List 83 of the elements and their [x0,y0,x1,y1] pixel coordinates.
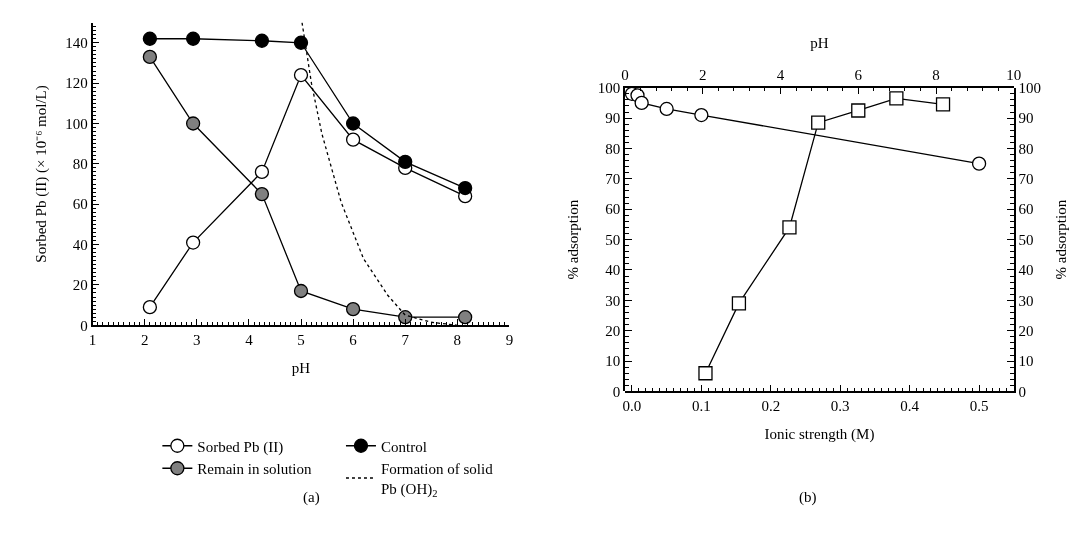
y2-tick-label: 0 [1018,383,1027,400]
y-tick-label: 50 [605,231,621,248]
x-tick-label: 1 [88,332,97,349]
y2-tick-label: 90 [1018,110,1034,127]
y2-tick-label: 70 [1018,171,1034,188]
text: (a) [303,489,320,506]
y2-tick-label: 80 [1018,140,1034,157]
point [254,164,270,180]
y-tick-label: 10 [605,353,621,370]
point [254,186,270,202]
x-tick-label: 0.1 [691,398,711,415]
y-tick-label: 40 [605,262,621,279]
y2-tick-label: 50 [1018,231,1034,248]
point [142,49,158,65]
y2-tick-label: 30 [1018,292,1034,309]
x2-tick-label: 2 [699,66,707,83]
y-tick-label: 70 [605,171,621,188]
point [185,235,201,250]
x-tick-label: 3 [193,332,201,349]
x-tick-label: 6 [349,332,358,349]
x-tick-label: 0.3 [830,398,850,415]
x-tick-label: 8 [453,332,462,349]
point [185,31,201,46]
y-tick-label: 40 [72,236,88,253]
y-tick-label: 60 [72,196,88,213]
y-tick-label: 20 [605,322,621,339]
y-tick-label: 0 [80,317,88,334]
legend-label: Control [380,438,427,455]
point [254,33,270,48]
y-tick-label: 120 [65,75,88,92]
point [398,310,413,325]
y-tick-label: 90 [605,110,621,127]
point [185,116,201,131]
point [293,35,309,50]
y-tick-label: 0 [612,383,621,400]
point [293,67,309,83]
point [142,31,158,46]
x-tick-label: 2 [140,332,149,349]
y-tick-label: 30 [605,292,621,309]
x-tick-label: 0.2 [761,398,781,415]
point [458,310,473,325]
point [345,302,361,317]
point [345,116,361,131]
y2-axis-title: % adsorption [1052,199,1069,280]
point [142,299,158,315]
y-axis-title: Sorbed Pb (II) (× 10⁻⁶ mol/L) [33,85,51,263]
x-tick-label: 9 [505,332,514,349]
y-tick-label: 80 [72,156,88,173]
y2-tick-label: 20 [1018,322,1034,339]
y-tick-label: 80 [605,140,621,157]
x2-tick-label: 6 [854,66,863,83]
point [293,283,309,299]
x-tick-label: 0.0 [622,398,642,415]
x-axis-title: Ionic strength (M) [764,425,875,443]
point [458,180,473,196]
point [971,156,987,171]
y-tick-label: 100 [65,115,88,132]
x-tick-label: 5 [297,332,305,349]
point [398,154,413,169]
x2-tick-label: 8 [932,66,940,83]
y-axis-title: % adsorption [565,199,582,280]
legend-label: Sorbed Pb (II) [197,438,284,456]
y-tick-label: 100 [597,79,621,96]
legend-label: Remain in solution [197,461,313,478]
y2-tick-label: 60 [1018,201,1034,218]
x2-tick-label: 4 [776,66,785,83]
y-tick-label: 20 [72,277,88,294]
x-tick-label: 7 [401,332,410,349]
x-tick-label: 0.4 [900,398,920,415]
point [694,107,709,123]
point [345,132,361,147]
y2-tick-label: 10 [1018,353,1034,370]
point [659,101,674,117]
point [634,95,649,111]
text: (b) [799,489,817,506]
x-tick-label: 4 [245,332,254,349]
x2-axis-title: pH [810,34,829,51]
x-axis-title: pH [291,359,311,376]
y2-tick-label: 40 [1018,262,1034,279]
y-tick-label: 140 [65,35,88,52]
x-tick-label: 0.5 [969,398,989,415]
legend-label: Formation of solid Pb (OH)$_{2}$ [380,461,494,499]
y-tick-label: 60 [605,201,621,218]
